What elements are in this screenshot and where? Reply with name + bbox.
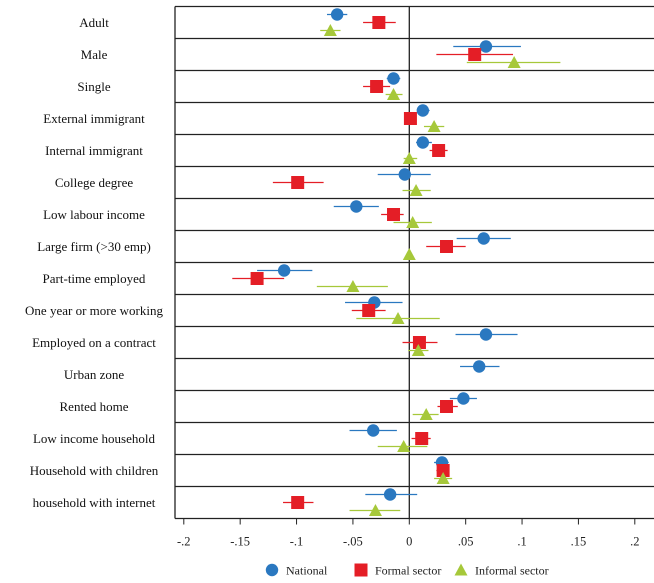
point-estimate-circle xyxy=(277,264,291,277)
point-estimate-triangle xyxy=(387,88,401,100)
point-estimate-circle xyxy=(457,392,470,405)
point-estimate-circle xyxy=(479,40,493,53)
point-estimate-circle xyxy=(387,72,400,85)
x-tick-label: .2 xyxy=(630,535,639,549)
point-estimate-square xyxy=(440,400,454,413)
point-estimate-triangle xyxy=(419,408,433,420)
point-estimate-triangle xyxy=(406,216,420,228)
point-estimate-square xyxy=(387,208,401,221)
category-label: One year or more working xyxy=(25,303,163,318)
point-estimate-circle xyxy=(330,8,344,21)
point-estimate-triangle xyxy=(391,312,405,324)
x-tick-label: .05 xyxy=(458,535,474,549)
x-tick-label: 0 xyxy=(406,535,412,549)
point-estimate-circle xyxy=(367,424,380,437)
point-estimate-triangle xyxy=(346,280,360,292)
category-label: Internal immigrant xyxy=(45,143,143,158)
x-tick-label: .15 xyxy=(571,535,587,549)
category-label: Male xyxy=(81,47,108,62)
point-estimate-triangle xyxy=(402,152,416,164)
point-estimate-circle xyxy=(479,328,493,341)
point-estimate-triangle xyxy=(323,24,337,36)
legend-label: Formal sector xyxy=(375,564,441,578)
legend-item: Formal sector xyxy=(354,563,441,578)
category-label: Large firm (>30 emp) xyxy=(37,239,151,254)
point-estimate-triangle xyxy=(411,344,425,356)
category-label: Single xyxy=(77,79,110,94)
x-tick-label: -.05 xyxy=(343,535,363,549)
legend-label: Informal sector xyxy=(475,564,549,578)
point-estimate-triangle xyxy=(409,184,423,196)
point-estimate-circle xyxy=(477,232,490,245)
point-estimate-circle xyxy=(350,200,363,213)
point-estimate-square xyxy=(370,80,384,93)
x-tick-label: -.2 xyxy=(177,535,191,549)
legend-marker-triangle xyxy=(454,563,468,576)
category-label: Low labour income xyxy=(43,207,145,222)
legend-marker-square xyxy=(354,563,368,577)
point-estimate-square xyxy=(468,48,482,61)
point-estimate-square xyxy=(291,496,305,509)
point-estimate-triangle xyxy=(427,120,441,132)
category-label: College degree xyxy=(55,175,134,190)
category-label: Household with children xyxy=(30,463,159,478)
point-estimate-square xyxy=(403,112,417,125)
legend-item: National xyxy=(265,563,328,578)
point-estimate-circle xyxy=(416,136,430,149)
series-formal-sector xyxy=(232,16,514,509)
category-label: Urban zone xyxy=(64,367,125,382)
category-label: Part-time employed xyxy=(43,271,146,286)
category-label: Adult xyxy=(79,15,109,30)
point-estimate-square xyxy=(432,144,446,157)
x-tick-label: -.15 xyxy=(230,535,250,549)
category-label: External immigrant xyxy=(43,111,145,126)
legend-marker-circle xyxy=(265,563,279,577)
point-estimate-circle xyxy=(416,104,430,117)
legend: National Formal sector Informal sector xyxy=(265,563,549,578)
point-estimate-square xyxy=(436,464,450,477)
point-estimate-triangle xyxy=(368,504,382,516)
category-label: Employed on a contract xyxy=(32,335,156,350)
point-estimate-triangle xyxy=(402,248,416,260)
legend-label: National xyxy=(286,564,328,578)
series-informal-sector xyxy=(316,24,561,516)
point-estimate-square xyxy=(412,336,426,349)
x-tick-label: .1 xyxy=(517,535,526,549)
point-estimate-square xyxy=(440,240,454,253)
point-estimate-triangle xyxy=(436,472,450,484)
series-national xyxy=(257,8,521,501)
category-label: household with internet xyxy=(33,495,156,510)
category-label: Low income household xyxy=(33,431,156,446)
point-estimate-square xyxy=(415,432,429,445)
point-estimate-circle xyxy=(398,168,411,181)
point-estimate-square xyxy=(291,176,305,189)
point-estimate-circle xyxy=(473,360,486,373)
point-estimate-triangle xyxy=(397,440,411,452)
point-estimate-square xyxy=(372,16,386,29)
point-estimate-square xyxy=(250,272,264,285)
point-estimate-circle xyxy=(383,488,397,501)
point-estimate-triangle xyxy=(507,56,521,68)
category-label: Rented home xyxy=(60,399,129,414)
x-tick-label: -.1 xyxy=(290,535,304,549)
legend-item: Informal sector xyxy=(454,563,549,578)
point-estimate-square xyxy=(362,304,376,317)
